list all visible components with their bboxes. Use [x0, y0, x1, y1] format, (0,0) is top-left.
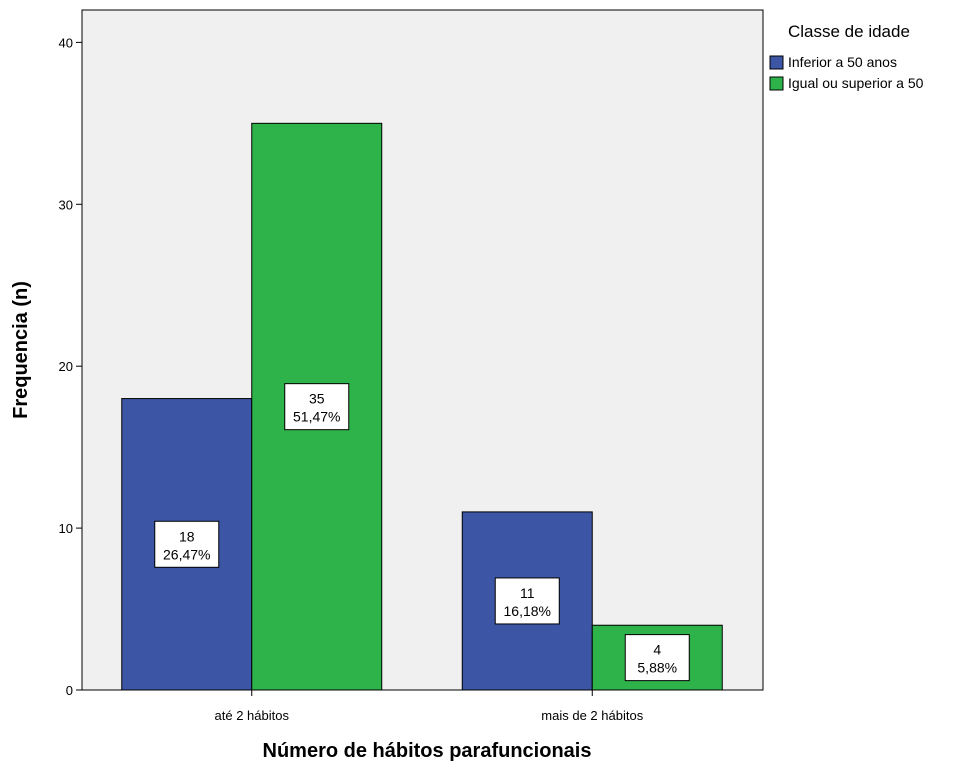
legend-swatch-1: [769, 76, 784, 91]
data-label-percent-0-1: 51,47%: [293, 409, 340, 425]
y-tick-label-0: 0: [66, 683, 73, 698]
y-axis: 0 10 20 30 40: [59, 35, 82, 698]
legend-label-1: Igual ou superior a 50: [788, 75, 924, 91]
data-label-box-1-0: [494, 577, 560, 625]
data-label-count-0-0: 18: [179, 528, 195, 544]
data-label-percent-1-1: 5,88%: [637, 660, 677, 676]
y-tick-label-2: 20: [59, 359, 73, 374]
bars: 18 26,47% 35 51,47% 11 16,18% 4 5,88%: [121, 122, 723, 691]
data-label-box-1-1: [624, 634, 690, 682]
x-tick-label-1: mais de 2 hábitos: [541, 708, 643, 723]
data-label-box-0-0: [154, 520, 220, 568]
data-label-percent-1-0: 16,18%: [504, 603, 551, 619]
data-label-count-0-1: 35: [309, 391, 325, 407]
legend-title: Classe de idade: [788, 22, 910, 41]
data-label-count-1-1: 4: [653, 642, 661, 658]
x-tick-label-0: até 2 hábitos: [215, 708, 290, 723]
legend-label-0: Inferior a 50 anos: [788, 54, 897, 70]
y-tick-label-1: 10: [59, 521, 73, 536]
data-label-box-0-1: [284, 383, 350, 431]
legend: Classe de idade Inferior a 50 anos Igual…: [769, 22, 924, 91]
data-label-percent-0-0: 26,47%: [163, 546, 210, 562]
x-axis: até 2 hábitos mais de 2 hábitos: [215, 690, 644, 723]
y-tick-label-4: 40: [59, 35, 73, 50]
y-axis-title: Frequencia (n): [10, 281, 32, 419]
y-tick-label-3: 30: [59, 197, 73, 212]
x-axis-title: Número de hábitos parafuncionais: [263, 740, 592, 762]
data-label-count-1-0: 11: [520, 585, 535, 601]
legend-swatch-0: [769, 55, 784, 70]
